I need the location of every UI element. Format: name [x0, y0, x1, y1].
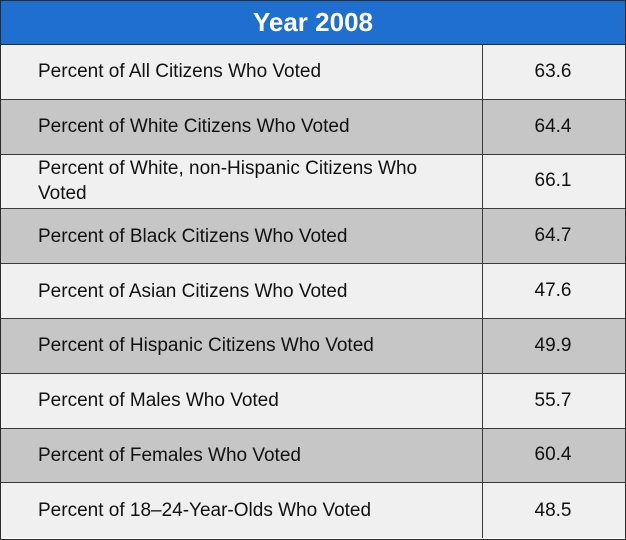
table-row: Percent of White Citizens Who Voted 64.4 [1, 99, 625, 155]
row-label: Percent of Black Citizens Who Voted [1, 209, 483, 264]
table-row: Percent of Black Citizens Who Voted 64.7 [1, 209, 625, 265]
row-value: 66.1 [534, 170, 572, 192]
table-title: Year 2008 [1, 1, 625, 45]
table-row: Percent of Asian Citizens Who Voted 47.6 [1, 264, 625, 319]
row-value: 47.6 [534, 280, 572, 302]
row-label: Percent of Hispanic Citizens Who Voted [1, 318, 483, 373]
row-value: 63.6 [534, 60, 572, 82]
table-row: Percent of All Citizens Who Voted 63.6 [1, 45, 625, 100]
table-row: Percent of Females Who Voted 60.4 [1, 428, 625, 484]
row-value: 48.5 [534, 499, 572, 521]
table-row: Percent of White, non-Hispanic Citizens … [1, 154, 625, 210]
table-row: Percent of 18–24-Year-Olds Who Voted 48.5 [1, 483, 625, 539]
row-value: 49.9 [534, 334, 572, 356]
row-value: 60.4 [534, 444, 572, 466]
table-body: Percent of All Citizens Who Voted 63.6 Per… [1, 45, 625, 539]
row-label: Percent of White, non-Hispanic Citizens … [1, 154, 483, 209]
row-label: Percent of Females Who Voted [1, 428, 483, 483]
row-label: Percent of All Citizens Who Voted [1, 45, 483, 99]
table-row: Percent of Hispanic Citizens Who Voted 49… [1, 318, 625, 374]
row-label: Percent of Males Who Voted [1, 373, 483, 428]
row-value: 55.7 [534, 389, 572, 411]
row-label: Percent of Asian Citizens Who Voted [1, 264, 483, 318]
table-row: Percent of Males Who Voted 55.7 [1, 373, 625, 429]
row-value: 64.7 [534, 225, 572, 247]
row-label: Percent of White Citizens Who Voted [1, 99, 483, 154]
row-label: Percent of 18–24-Year-Olds Who Voted [1, 483, 483, 539]
row-value: 64.4 [534, 115, 572, 137]
